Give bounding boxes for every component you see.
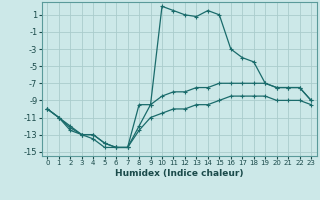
X-axis label: Humidex (Indice chaleur): Humidex (Indice chaleur)	[115, 169, 244, 178]
